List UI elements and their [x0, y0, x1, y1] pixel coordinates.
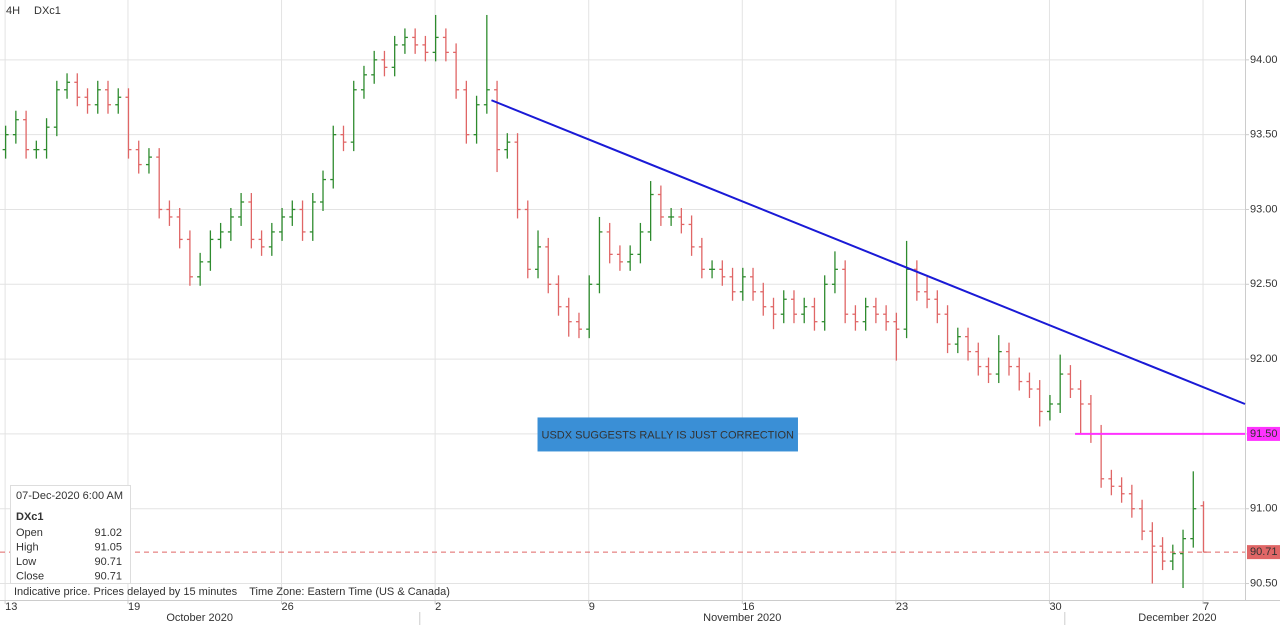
symbol: DXc1 — [34, 5, 61, 17]
info-panel — [10, 485, 131, 584]
y-tick-label: 92.00 — [1250, 353, 1278, 365]
y-tick-label: 93.00 — [1250, 203, 1278, 215]
x-tick-label: 30 — [1049, 601, 1061, 613]
x-tick-label: 7 — [1203, 601, 1209, 613]
info-value: 90.71 — [94, 570, 122, 582]
timeframe: 4H — [6, 5, 20, 17]
x-tick-label: 13 — [5, 601, 17, 613]
info-value: 91.02 — [94, 527, 122, 539]
month-label: December 2020 — [1138, 612, 1216, 624]
annotation-text: USDX SUGGESTS RALLY IS JUST CORRECTION — [542, 429, 794, 441]
x-tick-label: 26 — [282, 601, 294, 613]
last-price-box — [1247, 545, 1280, 560]
info-label: Open — [16, 527, 43, 539]
y-tick-label: 90.50 — [1250, 577, 1278, 589]
x-tick-label: 9 — [589, 601, 595, 613]
month-label: October 2020 — [166, 612, 233, 624]
level-label: 91.50 — [1250, 428, 1278, 440]
info-value: 91.05 — [94, 541, 122, 553]
x-tick-label: 19 — [128, 601, 140, 613]
info-value: 90.71 — [94, 556, 122, 568]
footnote: Indicative price. Prices delayed by 15 m… — [14, 586, 450, 598]
y-tick-label: 92.50 — [1250, 278, 1278, 290]
x-tick-label: 23 — [896, 601, 908, 613]
info-label: High — [16, 541, 39, 553]
level-label-box — [1247, 426, 1280, 441]
month-label: November 2020 — [703, 612, 781, 624]
annotation-box — [537, 417, 798, 452]
x-tick-label: 16 — [742, 601, 754, 613]
y-tick-label: 94.00 — [1250, 54, 1278, 66]
last-price-label: 90.71 — [1250, 546, 1278, 558]
info-date: 07-Dec-2020 6:00 AM — [16, 490, 123, 502]
info-label: Low — [16, 556, 36, 568]
x-tick-label: 2 — [435, 601, 441, 613]
y-tick-label: 91.00 — [1250, 503, 1278, 515]
info-label: Close — [16, 570, 44, 582]
info-symbol: DXc1 — [16, 511, 44, 523]
y-tick-label: 93.50 — [1250, 129, 1278, 141]
trendline — [491, 99, 1246, 405]
